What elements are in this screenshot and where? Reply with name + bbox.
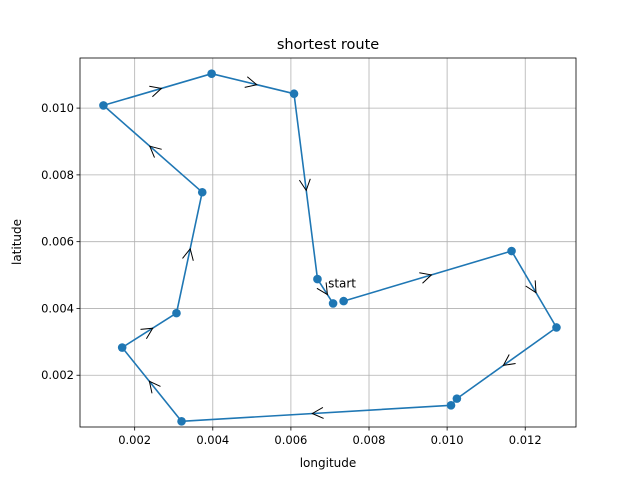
- y-axis-label: latitude: [10, 219, 24, 265]
- x-tick-label: 0.012: [509, 433, 542, 447]
- y-tick-label: 0.010: [41, 101, 74, 115]
- direction-arrow: [148, 145, 162, 158]
- direction-arrow: [502, 354, 516, 367]
- route-point: [197, 187, 207, 197]
- x-tick-label: 0.008: [353, 433, 386, 447]
- y-tick-label: 0.008: [41, 168, 74, 182]
- x-tick-label: 0.006: [274, 433, 307, 447]
- y-tick-label: 0.002: [41, 368, 74, 382]
- route-point: [507, 246, 516, 256]
- direction-arrow: [525, 280, 537, 294]
- direction-arrow: [140, 327, 154, 339]
- route-point: [452, 394, 462, 403]
- direction-arrow: [148, 380, 161, 394]
- route-line: [102, 72, 558, 423]
- route-point: [289, 89, 299, 99]
- route-point: [328, 299, 338, 308]
- route-point: [552, 323, 561, 332]
- ticks: 0.002 0.004 0.006 0.008 0.010 0.012 0.002 0.004…: [41, 101, 542, 447]
- grid: [80, 58, 576, 427]
- chart-title: shortest route: [277, 37, 379, 53]
- y-tick-label: 0.004: [41, 301, 74, 315]
- direction-arrow: [419, 272, 433, 284]
- route-point: [313, 274, 322, 284]
- direction-arrow: [311, 406, 324, 419]
- plot-background: [80, 58, 576, 427]
- route-point: [339, 296, 348, 306]
- direction-arrow: [298, 178, 311, 192]
- x-axis-label: longitude: [300, 456, 357, 470]
- route-point: [172, 308, 181, 318]
- x-tick-label: 0.010: [431, 433, 464, 447]
- route-point: [117, 343, 127, 352]
- route: start: [99, 69, 561, 426]
- x-tick-label: 0.004: [196, 433, 229, 447]
- route-point: [207, 69, 216, 78]
- plot-frame: [79, 57, 577, 428]
- route-point: [446, 400, 456, 410]
- direction-arrow: [149, 85, 163, 98]
- start-annotation: start: [328, 276, 356, 290]
- route-point: [177, 417, 186, 426]
- x-tick-label: 0.002: [118, 433, 151, 447]
- direction-arrow: [316, 282, 329, 296]
- direction-arrow: [244, 76, 258, 88]
- y-tick-label: 0.006: [41, 235, 74, 249]
- direction-arrow: [182, 247, 194, 261]
- route-point: [99, 101, 108, 110]
